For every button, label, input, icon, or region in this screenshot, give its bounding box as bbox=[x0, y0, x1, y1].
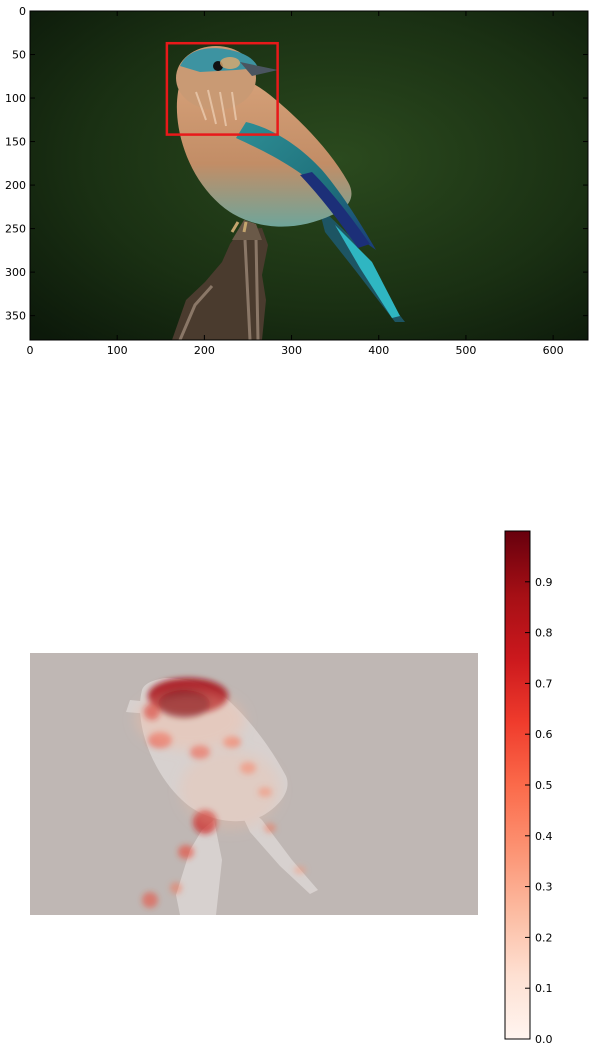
colorbar-tick-label: 0.0 bbox=[535, 1033, 553, 1046]
y-tick-label: 250 bbox=[5, 223, 26, 236]
photo-axes-frame bbox=[29, 10, 589, 341]
colorbar-ticks: 0.0 0.1 0.2 0.3 0.4 0.5 0.6 0.7 0.8 0.9 bbox=[525, 576, 553, 1046]
x-tick-label: 500 bbox=[455, 344, 476, 357]
x-tick-label: 400 bbox=[368, 344, 389, 357]
y-tick-label: 300 bbox=[5, 266, 26, 279]
colorbar-tick-label: 0.1 bbox=[535, 982, 553, 995]
y-tick-label: 50 bbox=[12, 49, 26, 62]
x-axis-ticks: 0 100 200 300 400 500 600 bbox=[27, 11, 564, 357]
colorbar-tick-label: 0.2 bbox=[535, 931, 553, 944]
y-tick-label: 350 bbox=[5, 310, 26, 323]
colorbar-tick-label: 0.5 bbox=[535, 779, 553, 792]
x-tick-label: 600 bbox=[543, 344, 564, 357]
photo-axes: 0 100 200 300 400 500 600 0 50 100 150 200 250 300 35… bbox=[5, 5, 589, 357]
heatmap-axes bbox=[30, 653, 478, 915]
heatmap-image bbox=[30, 653, 478, 915]
bird-photo bbox=[30, 11, 588, 340]
y-tick-label: 200 bbox=[5, 179, 26, 192]
colorbar-tick-label: 0.7 bbox=[535, 677, 553, 690]
y-axis-ticks: 0 50 100 150 200 250 300 350 bbox=[5, 5, 588, 323]
y-tick-label: 0 bbox=[19, 5, 26, 18]
y-tick-label: 150 bbox=[5, 136, 26, 149]
y-tick-label: 100 bbox=[5, 92, 26, 105]
colorbar-tick-label: 0.6 bbox=[535, 728, 553, 741]
colorbar-tick-label: 0.3 bbox=[535, 881, 553, 894]
x-tick-label: 0 bbox=[27, 344, 34, 357]
colorbar-tick-label: 0.8 bbox=[535, 627, 553, 640]
colorbar-tick-label: 0.9 bbox=[535, 576, 553, 589]
colorbar: 0.0 0.1 0.2 0.3 0.4 0.5 0.6 0.7 0.8 0.9 bbox=[504, 530, 553, 1046]
x-tick-label: 300 bbox=[281, 344, 302, 357]
bounding-box bbox=[165, 41, 279, 136]
colorbar-tick-label: 0.4 bbox=[535, 830, 553, 843]
x-tick-label: 200 bbox=[194, 344, 215, 357]
x-tick-label: 100 bbox=[107, 344, 128, 357]
